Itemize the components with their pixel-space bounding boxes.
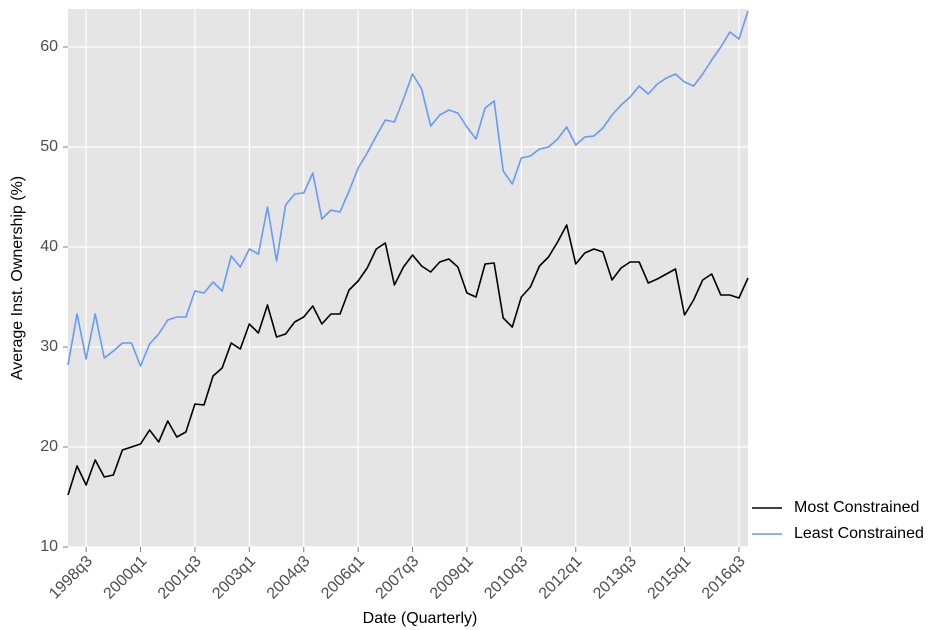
x-tick-label: 2013q3: [590, 553, 640, 603]
legend-label: Most Constrained: [794, 499, 919, 516]
x-tick-label: 1998q3: [46, 553, 96, 603]
x-tick-label: 2004q3: [264, 553, 314, 603]
x-tick-label: 2010q3: [481, 553, 531, 603]
y-tick-label: 30: [40, 338, 58, 355]
x-tick-label: 2003q1: [209, 553, 259, 603]
x-tick-label: 2000q1: [101, 553, 151, 603]
y-tick-label: 10: [40, 538, 58, 555]
series-line: [67, 224, 749, 496]
x-tick-label: 2001q3: [155, 553, 205, 603]
x-tick-label: 2007q3: [373, 553, 423, 603]
y-tick-label: 20: [40, 438, 58, 455]
plot-background: [68, 9, 748, 547]
x-tick-label: 2015q1: [645, 553, 695, 603]
y-tick-label: 60: [40, 38, 58, 55]
x-tick-label: 2006q1: [318, 553, 368, 603]
x-tick-label: 2016q3: [699, 553, 749, 603]
legend-label: Least Constrained: [794, 525, 924, 542]
series-line: [67, 10, 749, 367]
x-tick-label: 2009q1: [427, 553, 477, 603]
y-tick-label: 50: [40, 138, 58, 155]
x-tick-label: 2012q1: [536, 553, 586, 603]
y-axis-title: Average Inst. Ownership (%): [9, 176, 26, 380]
x-axis-title: Date (Quarterly): [363, 610, 478, 627]
y-tick-label: 40: [40, 238, 58, 255]
